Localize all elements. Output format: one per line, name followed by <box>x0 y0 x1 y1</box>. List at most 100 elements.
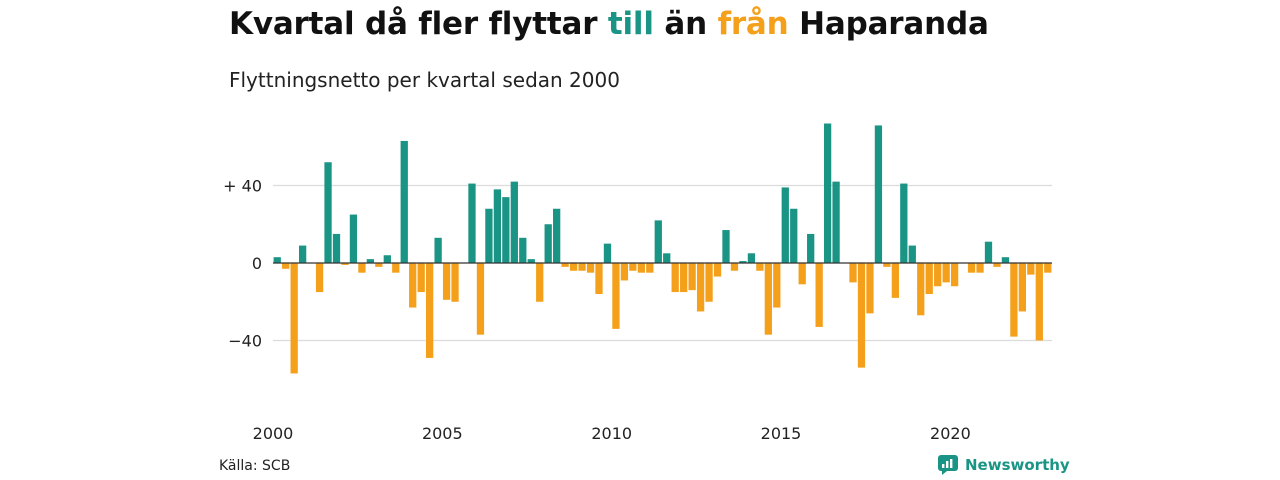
source-label: Källa: SCB <box>219 458 291 474</box>
bar <box>476 263 485 335</box>
bar <box>781 187 789 263</box>
bar <box>764 263 772 335</box>
bar <box>832 181 840 264</box>
bar <box>984 241 993 263</box>
title-fran: från <box>717 6 789 42</box>
bar <box>1010 263 1018 337</box>
title-prefix: Kvartal då fler flyttar <box>229 6 608 42</box>
bar <box>493 189 502 264</box>
bar <box>426 263 434 358</box>
bar <box>950 263 959 287</box>
bar <box>773 263 781 308</box>
bar <box>993 263 1001 267</box>
bar <box>417 263 425 293</box>
newsworthy-brand[interactable]: Newsworthy <box>937 454 1070 476</box>
bar <box>620 263 629 281</box>
bar <box>290 263 298 374</box>
bar <box>637 263 645 273</box>
bar <box>1027 263 1035 275</box>
bar <box>553 208 561 263</box>
bar <box>654 220 662 264</box>
y-tick-label: 0 <box>252 254 262 273</box>
brand-label: Newsworthy <box>965 456 1070 474</box>
bar <box>671 263 679 293</box>
bar <box>874 125 883 263</box>
bar <box>756 263 764 271</box>
bar <box>544 224 552 263</box>
bar <box>400 140 408 263</box>
bar <box>561 263 569 267</box>
bar <box>451 263 459 302</box>
chart-title: Kvartal då fler flyttar till än från Hap… <box>229 6 989 42</box>
bar <box>612 263 620 329</box>
bar <box>883 263 891 267</box>
bar <box>747 253 756 263</box>
bar <box>722 230 730 263</box>
bar <box>1035 263 1043 341</box>
bar <box>891 263 899 298</box>
y-tick-label: −40 <box>228 332 262 351</box>
bar <box>485 208 493 263</box>
bar <box>392 263 400 273</box>
bar <box>646 263 654 273</box>
bar <box>375 263 383 267</box>
chart-subtitle: Flyttningsnetto per kvartal sedan 2000 <box>229 68 620 92</box>
bar <box>688 263 696 291</box>
bar <box>519 237 527 263</box>
x-tick-label: 2005 <box>422 424 463 443</box>
bar <box>1018 263 1026 312</box>
bar <box>332 233 341 263</box>
bar <box>705 263 713 302</box>
bar <box>663 253 671 263</box>
bar <box>680 263 688 293</box>
x-tick-label: 2020 <box>930 424 971 443</box>
bar <box>900 183 908 263</box>
bar <box>976 263 984 273</box>
bar <box>315 263 324 293</box>
bar <box>866 263 874 314</box>
bar <box>967 263 976 273</box>
bar <box>917 263 925 316</box>
bar <box>790 208 798 263</box>
bar <box>434 237 442 263</box>
bar <box>349 214 358 263</box>
bar <box>815 263 823 327</box>
title-till: till <box>607 6 654 42</box>
bar <box>925 263 933 294</box>
bar <box>730 263 739 271</box>
bar <box>586 263 595 273</box>
x-tick-label: 2010 <box>591 424 632 443</box>
bar <box>798 263 806 285</box>
bar <box>595 263 603 294</box>
bar <box>696 263 705 312</box>
bar <box>713 263 722 277</box>
bar <box>442 263 451 300</box>
bar <box>409 263 417 308</box>
bar <box>527 259 535 264</box>
bar <box>578 263 586 271</box>
bar <box>739 261 747 263</box>
bar <box>603 243 612 264</box>
bar <box>366 259 375 264</box>
bar <box>282 263 290 269</box>
bar <box>849 263 857 283</box>
bar <box>298 245 307 263</box>
bar <box>324 162 332 263</box>
bar <box>536 263 544 302</box>
bar <box>857 263 866 368</box>
title-middle: än <box>653 6 718 42</box>
bar <box>942 263 950 283</box>
bar <box>569 263 578 271</box>
bar <box>934 263 942 287</box>
bar <box>468 183 476 263</box>
bar <box>341 263 349 265</box>
x-tick-label: 2015 <box>761 424 802 443</box>
bar <box>502 197 510 264</box>
bar <box>273 257 281 263</box>
bar <box>1001 257 1010 263</box>
bar <box>807 233 815 263</box>
bar <box>510 181 518 264</box>
bar <box>1044 263 1052 273</box>
title-suffix: Haparanda <box>788 6 989 42</box>
